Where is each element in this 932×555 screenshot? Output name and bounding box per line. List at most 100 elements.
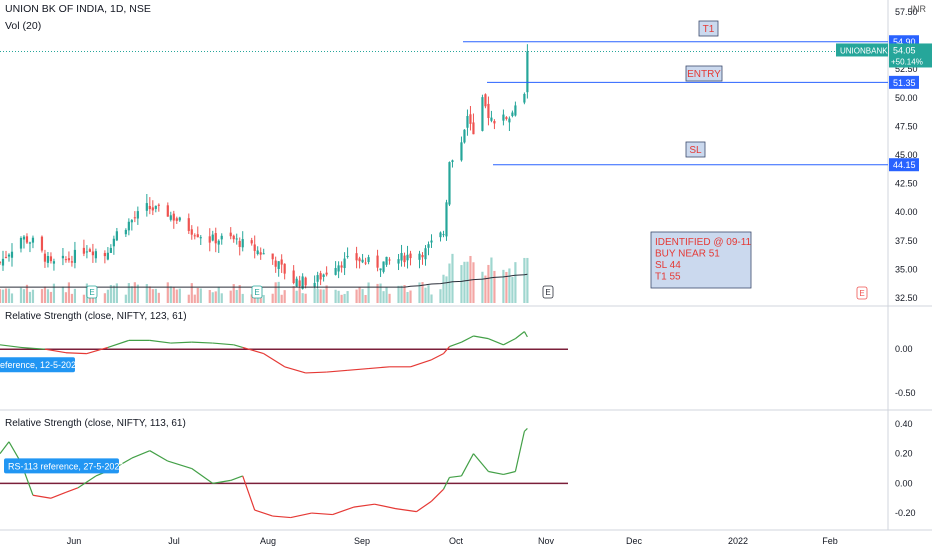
volume-bar [196,287,199,303]
candle-body [361,259,364,263]
candle-body [526,51,529,93]
candle-body [130,220,133,223]
volume-bar [325,285,328,303]
rs1-title: Relative Strength (close, NIFTY, 123, 61… [5,311,187,322]
volume-bar [46,289,50,303]
rs-line-segment [305,371,327,374]
earnings-marker-text: E [89,288,94,297]
candle-body [295,278,298,287]
candle-body [418,253,421,260]
candle-body [337,265,340,272]
rs-line-segment [212,479,231,484]
candle-body [466,116,469,128]
volume-bar [445,276,448,303]
candle-body [448,162,451,205]
annotation-note-line: SL 44 [655,260,681,271]
volume-bar [301,293,304,303]
annotation-sl-text: SL [689,145,702,156]
volume-bar [235,289,238,303]
volume-bar [484,275,487,303]
candle-body [169,215,172,220]
volume-bar [31,289,35,303]
volume-bar [28,291,32,303]
rs-line-segment [32,494,52,499]
rs-line-segment [65,487,79,493]
candle-body [187,218,190,231]
volume-bar [403,284,406,303]
candle-body [367,257,370,263]
earnings-marker-text: E [859,289,864,298]
rs-line-segment [284,366,306,374]
rs-line-segment [230,475,243,481]
volume-indicator-label: Vol (20) [5,20,42,32]
rs-line-segment [167,460,192,470]
price-tick-label: 32.50 [895,293,918,303]
rs-line-segment [44,348,67,354]
rs-line-segment [395,508,417,513]
rs-line-segment [461,335,474,343]
volume-bar [400,285,403,303]
candle-body [403,255,406,263]
volume-bar [487,264,490,303]
volume-bar [178,288,181,303]
volume-bar [238,285,241,303]
candle-body [409,253,412,259]
volume-bar [337,290,340,303]
volume-bar [361,289,364,303]
volume-bar [127,283,130,303]
level-tag-sl [889,158,919,172]
volume-bar [145,284,148,303]
candle-body [388,259,391,261]
volume-bar [61,286,65,303]
candle-body [340,265,343,268]
volume-bar [313,288,316,303]
candle-body [487,103,490,118]
rs-tick-label: 0.00 [895,478,913,488]
rs-line-segment [431,488,444,502]
annotation-entry-box [685,65,723,82]
volume-bar [421,282,424,303]
rs-line-segment [0,344,22,349]
rs-line-segment [272,515,291,519]
candle-body [43,253,47,262]
volume-bar [280,294,283,303]
price-badge-change: +50.14% [891,57,923,66]
rs-line-segment [410,359,432,368]
candle-body [424,248,427,260]
volume-bar [466,261,469,303]
rs-line-segment [191,341,213,344]
volume-bar [277,281,280,303]
time-axis-label: Sep [354,536,370,546]
rs-line-segment [488,338,504,346]
rs-line-segment [263,353,285,368]
candle-body [250,240,253,244]
volume-bar [124,294,127,303]
candle-body [19,237,23,249]
candle-body [508,118,511,123]
volume-bar [133,282,136,303]
volume-bar [262,295,265,303]
candle-body [73,249,77,263]
rs1-reference-tag [0,357,75,373]
candle-body [124,229,127,235]
candle-body [133,217,136,219]
price-tick-label: 40.00 [895,207,918,217]
volume-bar [505,271,508,303]
volume-bar [427,285,430,303]
rs2-reference-tag [4,458,119,474]
candle-body [217,240,220,245]
candle-body [421,254,424,258]
candle-body [52,261,56,264]
volume-bar [19,287,23,303]
rs2-reference-tag-text: RS-113 reference, 27-5-2021 [8,461,124,471]
candle-body [427,244,430,248]
time-axis-label: Jul [168,536,180,546]
currency-label: INR [910,4,927,14]
candle-body [505,117,508,119]
volume-bar [508,268,511,303]
level-tag-entry [889,75,919,89]
volume-bar [154,288,157,303]
candle-body [358,258,361,262]
